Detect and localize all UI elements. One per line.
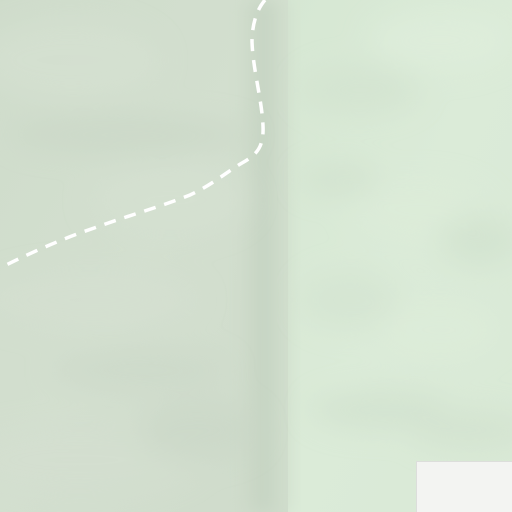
hillshade-right [300, 10, 512, 450]
attribution-box [416, 461, 512, 512]
dashed-boundary-line [0, 0, 267, 270]
